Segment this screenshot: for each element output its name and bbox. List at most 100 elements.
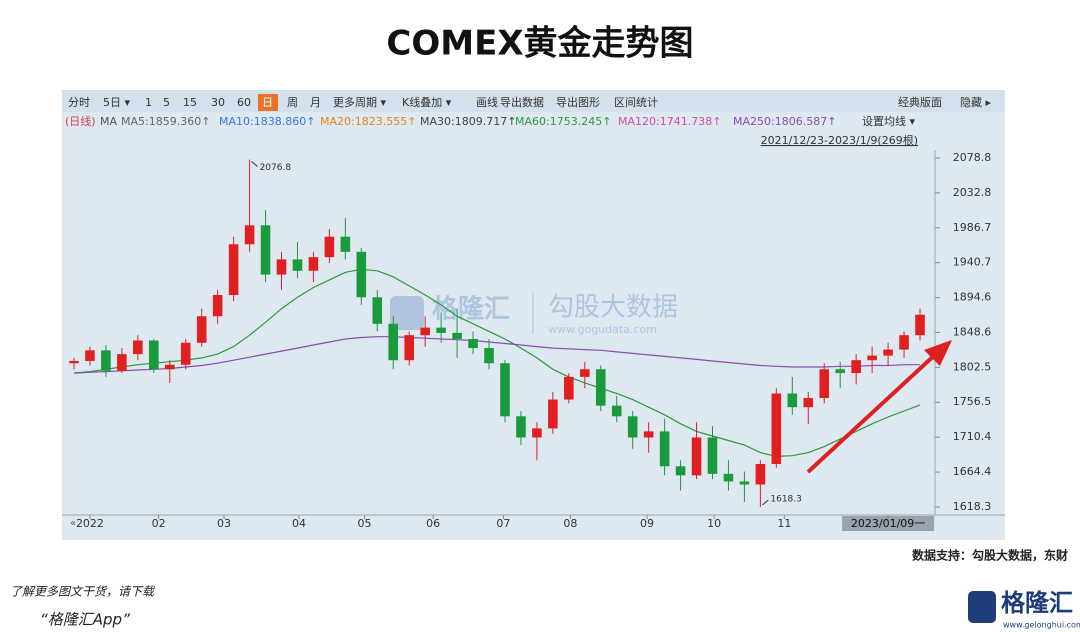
- y-tick-label: 1986.7: [953, 221, 992, 234]
- candle-body: [101, 350, 111, 371]
- y-tick-label: 1710.4: [953, 430, 992, 443]
- x-tick-label: 07: [496, 517, 510, 530]
- cursor-date-box: [842, 516, 935, 531]
- watermark-url: www.gogudata.com: [548, 323, 657, 336]
- x-tick-label: 08: [563, 517, 577, 530]
- x-tick-label: 11: [777, 517, 791, 530]
- candle-body: [707, 437, 718, 474]
- ma-legend: MA30:1809.717↑: [420, 115, 516, 128]
- candle-body: [500, 363, 510, 417]
- watermark-icon: [390, 296, 424, 330]
- toolbar-item[interactable]: 60: [237, 96, 251, 109]
- candle-body: [420, 327, 430, 336]
- x-tick-label: 05: [358, 517, 372, 530]
- candle-body: [276, 259, 287, 275]
- toolbar-active: [258, 94, 278, 111]
- scroll-left[interactable]: «: [70, 518, 76, 529]
- peak-label: 2076.8: [260, 163, 292, 173]
- candle-body: [899, 335, 909, 350]
- toolbar-item[interactable]: K线叠加 ▾: [402, 95, 452, 109]
- candle-body: [739, 481, 750, 485]
- toolbar-item[interactable]: 更多周期 ▾: [333, 95, 386, 109]
- range-label: 2021/12/23-2023/1/9(269根): [761, 133, 918, 147]
- y-tick-label: 1618.3: [953, 500, 992, 513]
- toolbar-item[interactable]: 1: [145, 96, 152, 109]
- toolbar-item[interactable]: 经典版面: [898, 95, 942, 109]
- candle-body: [771, 393, 782, 465]
- ma-line: [73, 336, 920, 374]
- toolbar-item[interactable]: 15: [183, 96, 197, 109]
- toolbar-item[interactable]: 5日 ▾: [103, 96, 130, 109]
- candle-body: [69, 360, 79, 364]
- toolbar-item[interactable]: 隐藏 ▸: [960, 96, 991, 109]
- candle-body: [372, 297, 383, 324]
- peak-pointer: [251, 161, 258, 167]
- toolbar-item[interactable]: 分时: [68, 96, 90, 109]
- candle-body: [595, 369, 606, 406]
- x-tick-label: 03: [217, 517, 231, 530]
- candle-body: [532, 428, 542, 438]
- candle-body: [915, 314, 925, 336]
- candle-body: [292, 259, 303, 271]
- candle-body: [340, 236, 351, 252]
- y-tick-label: 1664.4: [953, 465, 992, 478]
- ma-legend: MA120:1741.738↑: [618, 115, 721, 128]
- toolbar-item[interactable]: 30: [211, 96, 225, 109]
- toolbar: [62, 90, 1005, 112]
- footer-line: 了解更多图文干货，请下载: [10, 585, 156, 599]
- ma-legend: MA10:1838.860↑: [219, 115, 315, 128]
- toolbar-item[interactable]: 日: [262, 96, 273, 109]
- toolbar-item[interactable]: 导出图形: [556, 95, 600, 109]
- logo-url: www.gelonghui.com: [1003, 621, 1080, 630]
- candle-body: [580, 369, 590, 377]
- candle-body: [308, 257, 319, 271]
- toolbar-item[interactable]: 月: [310, 96, 321, 109]
- ma-legend: MA5:1859.360↑: [121, 115, 210, 128]
- candle-body: [228, 244, 239, 296]
- x-tick-label: 06: [426, 517, 440, 530]
- candle-body: [675, 466, 686, 476]
- candle-body: [723, 473, 734, 482]
- candle-body: [149, 340, 159, 370]
- candle-body: [133, 340, 143, 355]
- chart-title: COMEX黄金走势图: [386, 24, 693, 64]
- toolbar-item[interactable]: 导出数据: [500, 95, 544, 109]
- candle-body: [452, 332, 462, 339]
- toolbar-item[interactable]: 区间统计: [614, 96, 658, 109]
- candle-body: [468, 338, 478, 349]
- candle-body: [659, 431, 670, 467]
- ma-legend: (日线): [65, 114, 96, 128]
- toolbar-item[interactable]: 画线: [476, 95, 498, 109]
- logo-text: 格隆汇: [1001, 589, 1073, 617]
- x-tick-label: 09: [640, 517, 654, 530]
- toolbar-item[interactable]: 5: [163, 96, 170, 109]
- trend-arrow: [806, 350, 940, 474]
- x-tick-label: 2023/01/09一: [851, 517, 925, 530]
- ma-legend: MA20:1823.555↑: [320, 115, 416, 128]
- candle-body: [755, 464, 766, 485]
- candle-body: [787, 393, 798, 408]
- ma-legend: MA60:1753.245↑: [515, 115, 611, 128]
- ma-settings[interactable]: 设置均线 ▾: [862, 114, 915, 128]
- candle-body: [643, 431, 654, 438]
- candle-body: [436, 327, 446, 333]
- y-tick-label: 1940.7: [953, 256, 992, 269]
- source: 数据支持：勾股大数据，东财: [912, 548, 1068, 563]
- candle-body: [691, 437, 702, 476]
- candle-body: [244, 225, 255, 245]
- candle-body: [548, 399, 558, 429]
- watermark: 格隆汇 勾股大数据 www.gogudata.com: [390, 292, 678, 336]
- candle-body: [516, 416, 526, 438]
- y-tick-label: 1756.5: [953, 395, 992, 408]
- candle-body: [851, 360, 861, 374]
- footer-app: “格隆汇App”: [40, 611, 130, 629]
- ma-legend: MA: [100, 115, 117, 128]
- toolbar-item[interactable]: 周: [287, 96, 298, 109]
- logo-icon: [968, 591, 996, 623]
- candle-body: [164, 364, 175, 370]
- candle-body: [388, 323, 399, 361]
- candle-body: [835, 369, 845, 374]
- x-tick-label: 2022: [76, 517, 104, 530]
- x-tick-label: 04: [292, 517, 306, 530]
